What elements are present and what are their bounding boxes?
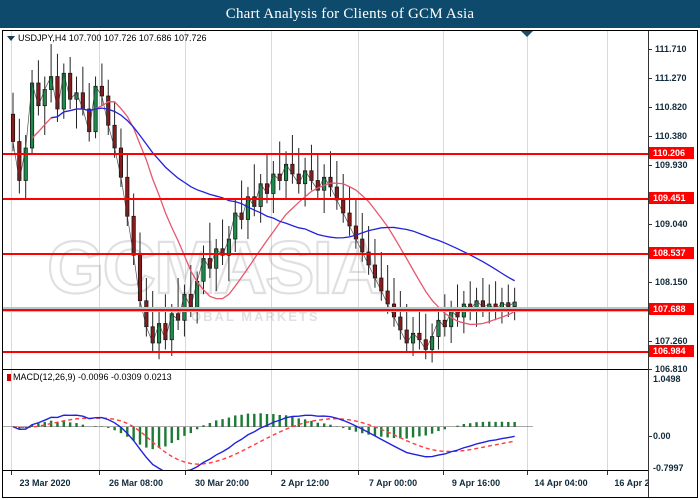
time-axis-label: 2 Apr 12:00 bbox=[280, 478, 330, 488]
time-axis-label: 26 Mar 08:00 bbox=[108, 478, 164, 488]
price-tick bbox=[649, 165, 652, 166]
page-title: Chart Analysis for Clients of GCM Asia bbox=[225, 5, 475, 22]
price-tick bbox=[649, 224, 652, 225]
price-tick bbox=[649, 49, 652, 50]
time-tick bbox=[99, 471, 100, 475]
time-axis-label: 30 Mar 20:00 bbox=[194, 478, 250, 488]
price-axis-label: 108.150 bbox=[655, 277, 688, 287]
macd-axis-label: -0.7997 bbox=[653, 463, 684, 473]
level-line-110206[interactable] bbox=[3, 153, 648, 155]
price-tick bbox=[649, 107, 652, 108]
macd-tick bbox=[649, 436, 652, 437]
price-gridline bbox=[11, 31, 12, 369]
price-axis-label: 109.040 bbox=[655, 219, 688, 229]
price-gridline bbox=[185, 31, 186, 369]
symbol-info-label: USDJPY,H4 107.700 107.726 107.686 107.72… bbox=[7, 33, 207, 43]
time-axis-label: 9 Apr 16:00 bbox=[451, 478, 501, 488]
time-tick bbox=[271, 471, 272, 475]
time-tick bbox=[358, 471, 359, 475]
price-tick bbox=[649, 136, 652, 137]
level-line-108537[interactable] bbox=[3, 253, 648, 255]
price-axis-label: 111.270 bbox=[655, 73, 687, 83]
price-gridline bbox=[99, 31, 100, 369]
macd-gridline bbox=[99, 370, 100, 470]
chevron-down-icon[interactable] bbox=[7, 36, 15, 42]
level-line-106984[interactable] bbox=[3, 351, 648, 353]
macd-axis-label: 1.0498 bbox=[653, 374, 681, 384]
price-level-tag-106984[interactable]: 106.984 bbox=[649, 345, 694, 357]
time-axis: 23 Mar 2020 26 Mar 08:00 30 Mar 20:00 2 … bbox=[3, 470, 648, 497]
price-gridline bbox=[527, 31, 528, 369]
macd-pane[interactable]: MACD(12,26,9) -0.0096 -0.0309 0.0213 bbox=[3, 369, 648, 470]
price-axis-label: 107.260 bbox=[655, 336, 688, 346]
time-axis-label: 7 Apr 00:00 bbox=[368, 478, 418, 488]
macd-info-text: MACD(12,26,9) -0.0096 -0.0309 0.0213 bbox=[13, 372, 172, 382]
price-axis[interactable]: 111.710 111.270 110.820 110.380 109.930 … bbox=[648, 31, 697, 497]
price-gridline bbox=[607, 31, 608, 369]
time-tick bbox=[185, 471, 186, 475]
time-tick bbox=[11, 471, 12, 475]
indicator-color-swatch-icon bbox=[7, 374, 11, 382]
price-level-tag-109451[interactable]: 109.451 bbox=[649, 192, 694, 204]
price-axis-label: 109.930 bbox=[655, 160, 688, 170]
time-axis-label: 23 Mar 2020 bbox=[19, 478, 71, 488]
price-gridline bbox=[271, 31, 272, 369]
price-tick bbox=[649, 78, 652, 79]
price-axis-label: 106.810 bbox=[655, 364, 688, 374]
price-pane[interactable]: GCMASIA GLOBAL MARKETS bbox=[3, 31, 648, 369]
price-level-tag-110206[interactable]: 110.206 bbox=[649, 147, 694, 159]
price-plot bbox=[10, 44, 517, 363]
price-axis-label: 111.710 bbox=[655, 44, 687, 54]
time-tick bbox=[443, 471, 444, 475]
macd-gridline bbox=[443, 370, 444, 470]
level-line-107688[interactable] bbox=[3, 309, 648, 311]
price-gridline bbox=[443, 31, 444, 369]
macd-gridline bbox=[185, 370, 186, 470]
macd-gridline bbox=[527, 370, 528, 470]
window-title-bar: Chart Analysis for Clients of GCM Asia bbox=[0, 0, 700, 28]
chevron-down-marker-icon bbox=[521, 31, 533, 37]
macd-axis-label: 0.00 bbox=[653, 431, 671, 441]
time-tick bbox=[607, 471, 608, 475]
price-level-tag-108537[interactable]: 108.537 bbox=[649, 247, 694, 259]
macd-plot bbox=[3, 413, 533, 470]
time-axis-label: 14 Apr 04:00 bbox=[534, 478, 588, 488]
price-tick bbox=[649, 341, 652, 342]
price-level-tag-107688[interactable]: 107.688 bbox=[649, 303, 694, 315]
price-tick bbox=[649, 282, 652, 283]
level-line-109451[interactable] bbox=[3, 198, 648, 200]
macd-info-label: MACD(12,26,9) -0.0096 -0.0309 0.0213 bbox=[7, 372, 172, 382]
price-gridline bbox=[358, 31, 359, 369]
price-tick bbox=[649, 369, 652, 370]
price-axis-label: 110.380 bbox=[655, 131, 688, 141]
symbol-info-text: USDJPY,H4 107.700 107.726 107.686 107.72… bbox=[18, 33, 207, 43]
macd-gridline bbox=[358, 370, 359, 470]
time-tick bbox=[527, 471, 528, 475]
macd-gridline bbox=[271, 370, 272, 470]
chart-container[interactable]: GCMASIA GLOBAL MARKETS bbox=[2, 30, 698, 498]
time-axis-label: 16 Apr 20:00 bbox=[614, 478, 648, 488]
macd-gridline bbox=[607, 370, 608, 470]
macd-gridline bbox=[11, 370, 12, 470]
price-axis-label: 110.820 bbox=[655, 102, 688, 112]
